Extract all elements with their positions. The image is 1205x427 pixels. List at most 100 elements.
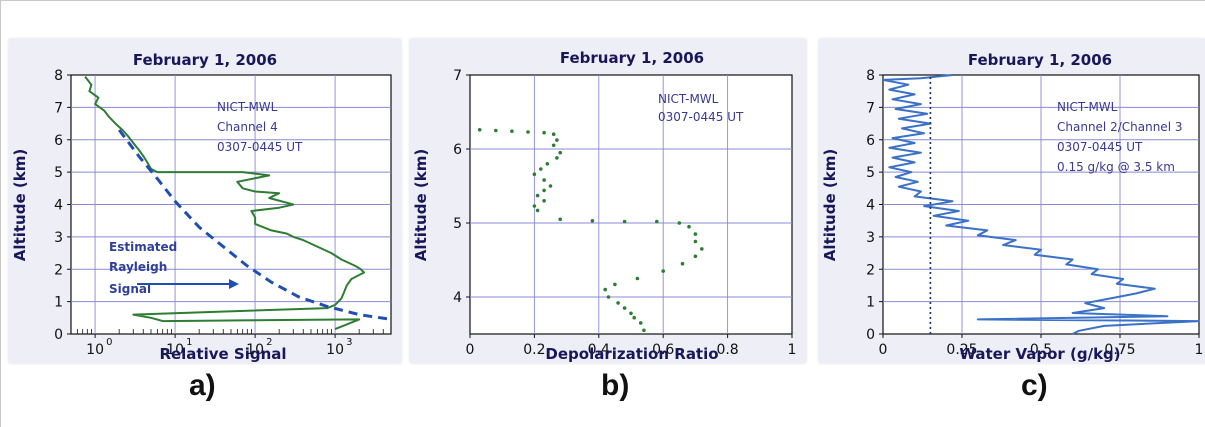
chart-c-ticks: 0 0.25 0.5 0.75 1 0 1 2 3 4 5 6 7 8	[866, 68, 1203, 358]
chart-c-y-tick-label-3: 3	[866, 230, 875, 246]
panel-b: February 1, 2006 0 0.2 0.4 0.6 0.8 1 4 5 6 7 NICT…	[410, 39, 806, 363]
chart-b-y-tick-label-3: 7	[453, 68, 462, 84]
chart-b-x-tick-label-4: 0.8	[716, 342, 738, 358]
chart-a-y-tick-label-0: 0	[54, 327, 63, 343]
chart-b-y-tick-label-0: 4	[453, 290, 462, 306]
chart-a-annotation-3: 0307-0445 UT	[217, 140, 303, 154]
chart-b-point-1	[494, 128, 498, 133]
chart-a-y-tick-label-3: 3	[54, 230, 63, 246]
chart-b-point-36	[616, 301, 620, 305]
chart-b-grid	[470, 75, 792, 334]
chart-b-point-6	[555, 138, 559, 142]
panel-label-b: b)	[601, 369, 630, 402]
chart-c-y-tick-label-1: 1	[866, 295, 875, 311]
chart-b-point-34	[603, 287, 607, 292]
chart-b-point-25	[687, 224, 691, 229]
chart-b-point-19	[535, 208, 540, 213]
chart-b-point-12	[532, 172, 537, 176]
chart-c-series	[882, 74, 1200, 335]
chart-a-y-tick-label-2: 2	[54, 262, 63, 278]
panel-a: February 1, 2006 10 0 10 1 10 2 10 3 0 1 2 3 4 5 6 7 8 N…	[9, 39, 401, 363]
chart-b-point-33	[613, 282, 617, 287]
chart-b-point-28	[700, 247, 704, 251]
chart-a-series-0	[84, 75, 365, 331]
panel-label-c: c)	[1021, 369, 1048, 402]
chart-c-x-tick-label-0: 0	[879, 342, 888, 358]
chart-c-x-tick-label-4: 1	[1195, 342, 1204, 358]
chart-c-y-tick-label-5: 5	[866, 165, 875, 181]
chart-a-x-tick-exponent-0: 0	[106, 337, 112, 348]
chart-a-x-tick-label-2: 10	[246, 342, 264, 358]
chart-b-point-31	[661, 269, 665, 273]
chart-c-annotation-2: Channel 2/Channel 3	[1057, 120, 1182, 134]
chart-b-annotation-1: NICT-MWL	[658, 92, 719, 106]
chart-b-point-15	[542, 188, 546, 193]
chart-a-y-tick-label-7: 7	[54, 100, 63, 116]
chart-a-x-tick-exponent-1: 1	[186, 337, 192, 348]
chart-b-y-axis-title: Altitude (km)	[412, 149, 430, 261]
chart-b-point-4	[542, 130, 546, 135]
chart-a-y-axis-title: Altitude (km)	[11, 149, 29, 261]
chart-b-point-18	[532, 204, 537, 208]
chart-c-x-tick-label-3: 0.75	[1104, 342, 1135, 358]
panel-label-a: a)	[189, 369, 216, 402]
chart-a-curve-label-arrowhead	[229, 279, 239, 289]
chart-b-point-26	[693, 232, 698, 236]
chart-c-grid	[883, 75, 1199, 334]
chart-c-svg: February 1, 2006 0 0.25 0.5 0.75 1012345678 …	[821, 51, 1203, 363]
chart-a-y-tick-label-4: 4	[54, 198, 63, 214]
chart-b-point-9	[555, 156, 559, 160]
chart-b-x-tick-label-1: 0.2	[523, 342, 545, 358]
chart-b-ticks: 0 0.2 0.4 0.6 0.8 1 4 5 6 7	[453, 68, 796, 358]
chart-c-y-tick-label-2: 2	[866, 262, 875, 278]
chart-c-y-tick-label-4: 4	[866, 198, 875, 214]
chart-a-annotation-1: NICT-MWL	[217, 100, 278, 114]
chart-a-y-tick-label-8: 8	[54, 68, 63, 84]
chart-b-point-35	[606, 295, 611, 299]
chart-c-y-tick-label-7: 7	[866, 100, 875, 116]
chart-b-point-17	[542, 199, 546, 203]
chart-b-plot-area	[469, 74, 793, 335]
chart-b-annotation-2: 0307-0445 UT	[658, 110, 744, 124]
chart-a-x-tick-label-3: 10	[326, 342, 344, 358]
chart-b-point-2	[510, 129, 514, 133]
chart-a-curve-label-2: Rayleigh	[109, 260, 167, 274]
chart-c-annotation-3: 0307-0445 UT	[1057, 140, 1143, 154]
chart-b-series	[477, 128, 704, 333]
chart-b-point-10	[545, 162, 550, 166]
chart-c-y-axis-title: Altitude (km)	[821, 149, 839, 261]
chart-c-annotation-1: NICT-MWL	[1057, 100, 1118, 114]
chart-a-x-tick-label-0: 10	[86, 342, 104, 358]
chart-b-point-14	[548, 184, 553, 188]
chart-b-x-axis-title: Depolarization Ratio	[545, 345, 718, 363]
chart-b-x-tick-label-2: 0.4	[588, 342, 610, 358]
chart-b-y-tick-label-2: 6	[453, 142, 462, 158]
chart-c-y-tick-label-6: 6	[866, 133, 875, 149]
chart-b-y-tick-label-1: 5	[453, 216, 462, 232]
chart-b-svg: February 1, 2006 0 0.2 0.4 0.6 0.8 1 4 5 6 7 NICT…	[412, 49, 796, 363]
chart-b-point-7	[551, 143, 556, 148]
chart-b-x-tick-label-5: 1	[788, 342, 797, 358]
chart-b-point-13	[542, 178, 546, 182]
chart-b-point-37	[622, 306, 627, 310]
chart-b-title: February 1, 2006	[560, 49, 704, 67]
chart-c-series-0	[882, 74, 1200, 335]
chart-b-point-27	[693, 239, 698, 244]
chart-c-y-tick-label-0: 0	[866, 327, 875, 343]
chart-b-point-38	[629, 311, 633, 316]
chart-b-point-22	[622, 219, 627, 224]
chart-b-point-16	[535, 193, 540, 198]
chart-a-x-tick-exponent-2: 2	[266, 337, 272, 348]
chart-a-x-axis-title: Relative Signal	[159, 345, 286, 363]
chart-c-title: February 1, 2006	[968, 51, 1112, 69]
chart-b-point-24	[677, 221, 682, 225]
chart-b-point-40	[638, 321, 643, 325]
chart-c-y-tick-label-8: 8	[866, 68, 875, 84]
chart-a-y-tick-label-1: 1	[54, 295, 63, 311]
panel-c: February 1, 2006 0 0.25 0.5 0.75 1 0 1 2 3 4 5 6 7 8 …	[819, 39, 1205, 363]
chart-a-y-tick-label-6: 6	[54, 133, 63, 149]
chart-a-y-tick-label-5: 5	[54, 165, 63, 181]
